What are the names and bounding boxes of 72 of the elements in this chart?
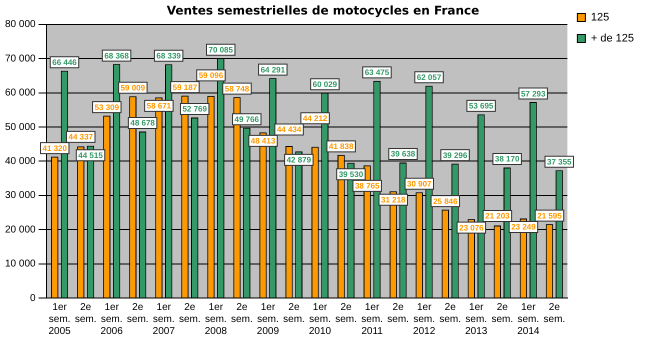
x-tick-label: 2e sem. [231,302,253,325]
data-label: 23 249 [511,222,536,232]
x-tick-label: 1er sem. 2014 [517,302,540,337]
data-label: 37 355 [547,157,572,166]
x-tick-label: 1er sem. 2010 [308,302,332,337]
data-label: 68 339 [156,51,182,60]
data-label: 39 638 [390,150,416,159]
data-label: 64 291 [260,65,286,74]
data-label: 53 309 [94,102,120,112]
data-label: 30 907 [407,180,432,188]
x-tick-label: 1er sem. 2011 [361,302,384,337]
data-label: 70 085 [208,46,234,55]
y-tick-label: 30 000 [4,190,36,202]
x-tick-label: 1er sem. 2007 [152,302,176,337]
data-label: 48 413 [250,136,276,146]
data-label: 44 515 [78,150,104,160]
chart-title: Ventes semestrielles de motocycles en France [166,3,480,18]
data-label: 21 595 [537,211,562,220]
data-label: 66 446 [52,58,78,67]
x-tick-label: 2e sem. [126,302,149,325]
data-label: 23 076 [459,223,484,232]
data-label: 59 009 [120,83,146,92]
y-tick-label: 50 000 [4,122,36,133]
y-tick-label: 80 000 [4,19,36,30]
y-tick-label: 10 000 [4,258,36,270]
data-label: 58 671 [146,102,172,111]
data-label: 44 212 [302,114,328,123]
data-label: 57 293 [520,89,546,98]
x-tick-label: 2e sem. [387,302,409,325]
x-tick-label: 1er sem. 2012 [413,302,436,337]
legend-label: + de 125 [590,32,634,45]
data-label: 42 879 [286,156,312,165]
x-tick-label: 1er sem. 2008 [204,302,228,337]
data-label: 48 678 [130,118,156,128]
y-tick-label: 60 000 [4,88,36,99]
data-label: 62 057 [416,72,442,82]
x-tick-label: 1er sem. 2005 [48,302,72,337]
data-label: 25 846 [433,196,458,206]
y-tick-label: 70 000 [4,53,36,64]
x-tick-label: 2e sem. [439,302,462,325]
data-label: 63 475 [364,68,390,78]
x-tick-label: 2e sem. [335,302,357,325]
data-label: 38 765 [354,182,380,191]
x-tick-label: 1er sem. 2013 [465,302,488,337]
data-label: 21 203 [485,212,510,221]
legend-label: 125 [590,12,610,24]
x-tick-label: 1er sem. 2006 [100,302,124,337]
y-tick-label: 0 [30,292,36,304]
data-label: 68 368 [104,51,130,60]
data-label: 53 695 [468,102,494,111]
data-label: 31 218 [381,195,406,204]
x-tick-label: 2e sem. [544,302,566,325]
data-label: 38 170 [494,154,520,164]
data-label: 58 748 [224,84,250,94]
data-label: 39 530 [338,170,364,180]
x-tick-label: 2e sem. [491,302,514,325]
data-label: 44 337 [68,132,94,142]
data-label: 59 096 [198,71,224,80]
x-tick-label: 2e sem. [74,302,96,325]
data-label: 49 766 [234,115,260,124]
y-tick-label: 40 000 [4,156,36,167]
data-label: 41 320 [42,144,68,153]
data-label: 41 838 [328,142,354,152]
x-tick-label: 1er sem. 2009 [256,302,280,337]
data-label: 60 029 [312,80,338,89]
data-label: 44 434 [276,125,302,134]
y-tick-label: 20 000 [4,224,36,236]
data-label: 52 769 [182,104,208,114]
x-tick-label: 2e sem. [283,302,305,325]
data-label: 59 187 [172,82,198,92]
x-tick-label: 2e sem. [178,302,201,325]
data-label: 39 296 [442,150,468,160]
